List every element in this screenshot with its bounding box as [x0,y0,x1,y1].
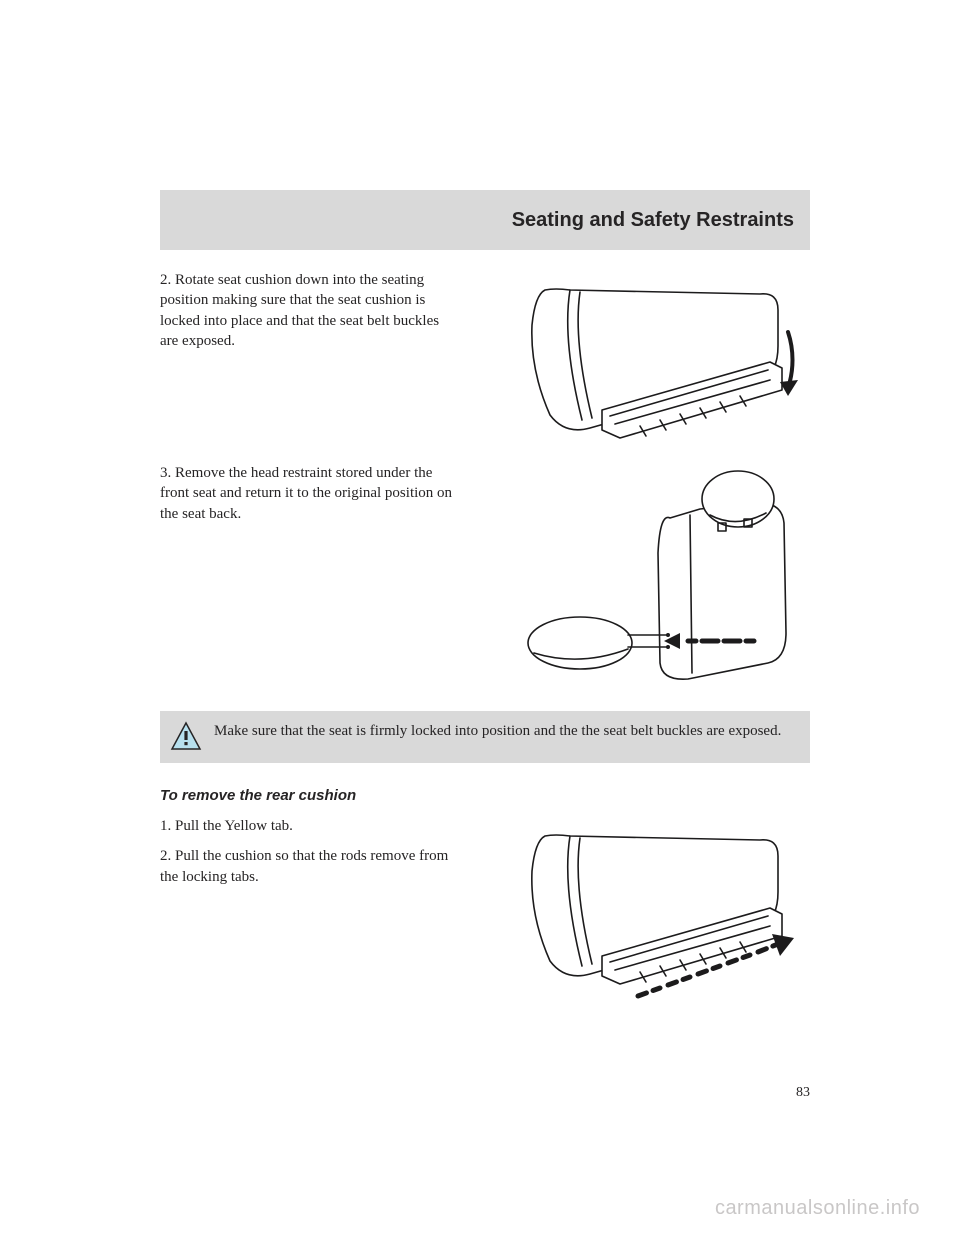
figure-3-wrap [460,816,810,1011]
warning-text: Make sure that the seat is firmly locked… [214,721,781,741]
step-3-row: 3. Remove the head restraint stored unde… [160,463,810,693]
figure-1-wrap [460,270,810,455]
remove-row: 1. Pull the Yellow tab. 2. Pull the cush… [160,816,810,1011]
step-3-text: 3. Remove the head restraint stored unde… [160,463,460,524]
step-2-text: 2. Rotate seat cushion down into the sea… [160,270,460,351]
seat-cushion-remove-figure [510,816,810,1011]
remove-p2: 2. Pull the cushion so that the rods rem… [160,846,460,887]
seat-cushion-down-figure [510,270,810,455]
footer-watermark: carmanualsonline.info [715,1197,920,1220]
step-2-row: 2. Rotate seat cushion down into the sea… [160,270,810,455]
warning-icon [170,721,202,753]
page: Seating and Safety Restraints 2. Rotate … [0,0,960,1242]
remove-text-col: 1. Pull the Yellow tab. 2. Pull the cush… [160,816,460,897]
remove-heading: To remove the rear cushion [160,787,810,804]
remove-p1: 1. Pull the Yellow tab. [160,816,460,836]
content-area: 2. Rotate seat cushion down into the sea… [160,270,810,1019]
section-header: Seating and Safety Restraints [160,190,810,250]
warning-box: Make sure that the seat is firmly locked… [160,711,810,763]
page-number: 83 [796,1085,810,1101]
figure-2-wrap [460,463,810,693]
head-restraint-figure [500,463,810,693]
section-title: Seating and Safety Restraints [512,209,794,232]
